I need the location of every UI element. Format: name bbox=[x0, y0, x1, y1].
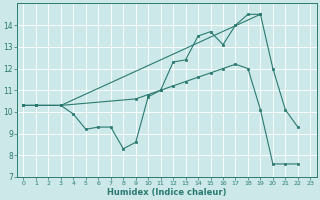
X-axis label: Humidex (Indice chaleur): Humidex (Indice chaleur) bbox=[107, 188, 227, 197]
